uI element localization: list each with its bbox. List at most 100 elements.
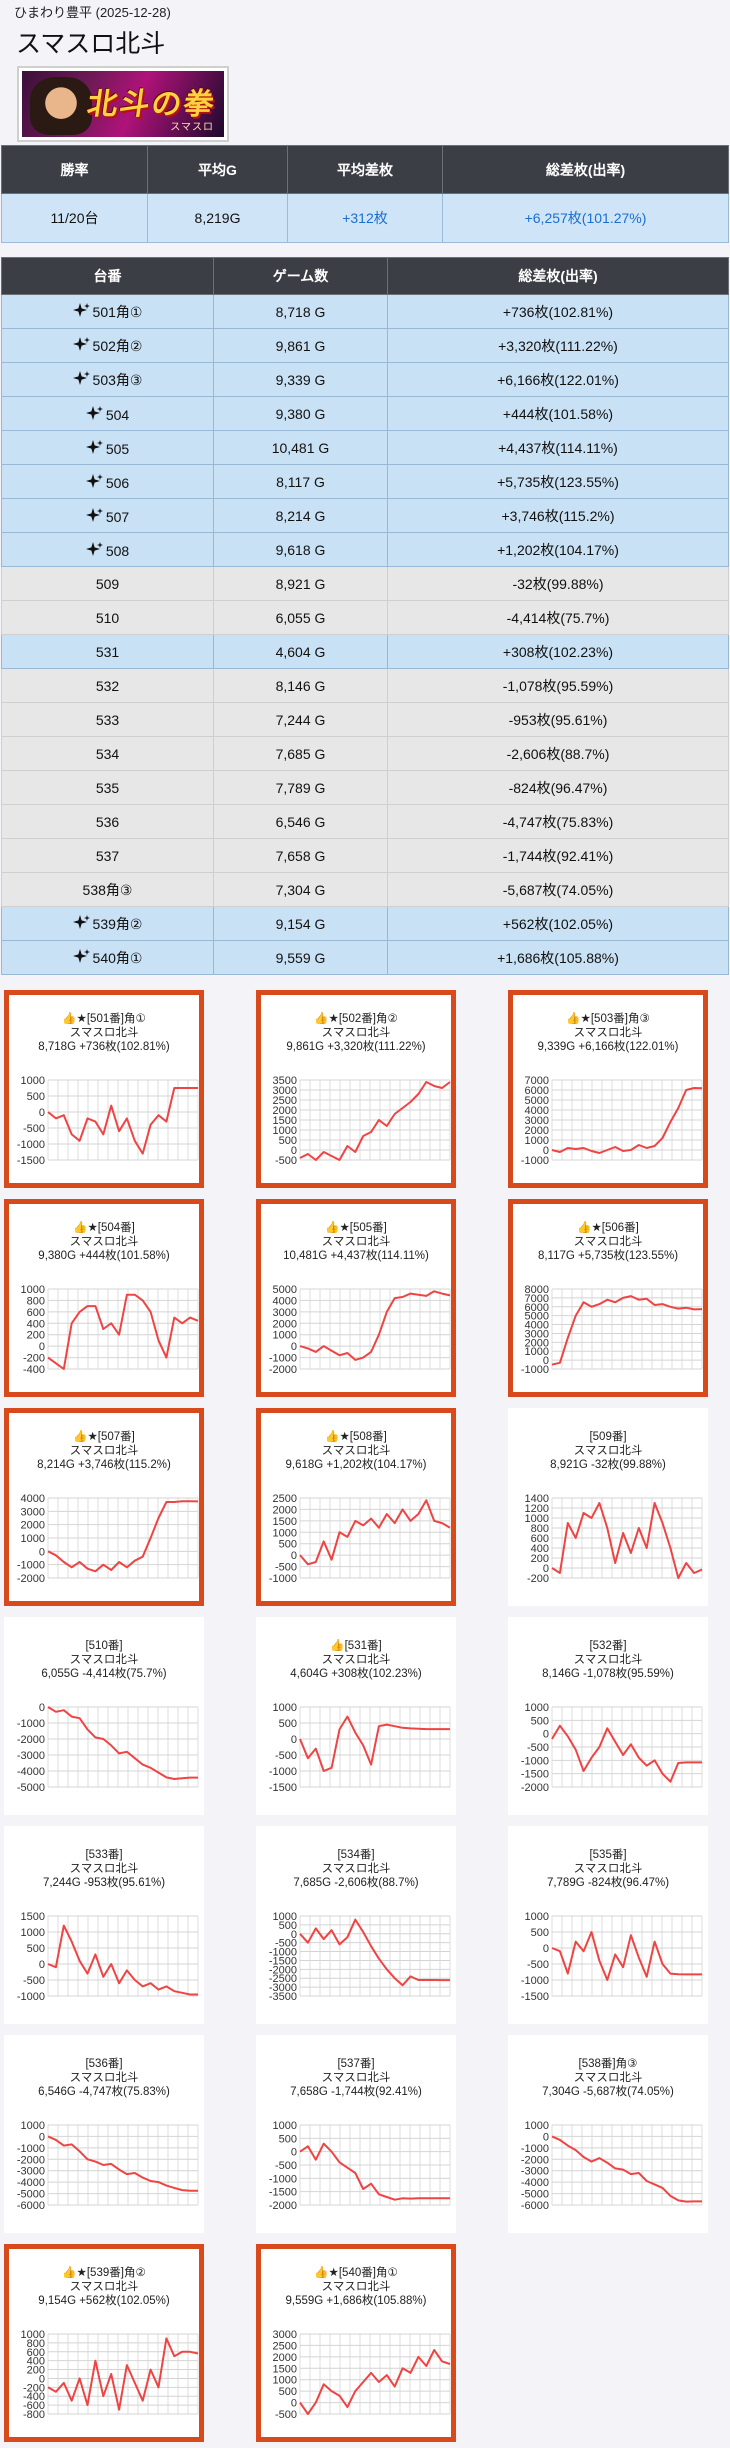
- sparkle-icon: [85, 405, 103, 420]
- unit-row[interactable]: 507 8,214 G +3,746枚(115.2%): [1, 498, 729, 533]
- unit-graph-card[interactable]: [510番] スマスロ北斗 6,055G -4,414枚(75.7%) 0 -1000 -…: [4, 1617, 204, 1815]
- unit-graph-card[interactable]: 👍★[503番]角③ スマスロ北斗 9,339G +6,166枚(122.01%) 7…: [508, 990, 708, 1188]
- unit-graph-card[interactable]: [534番] スマスロ北斗 7,685G -2,606枚(88.7%) 1000 500…: [256, 1826, 456, 2024]
- y-tick-label: -1000: [269, 1353, 297, 1365]
- unit-number-cell[interactable]: 505: [1, 430, 214, 465]
- unit-row[interactable]: 537 7,658 G -1,744枚(92.41%): [1, 838, 729, 873]
- unit-number-cell[interactable]: 539角②: [1, 906, 214, 941]
- graph-caption: [534番] スマスロ北斗 7,685G -2,606枚(88.7%): [256, 1848, 456, 1890]
- y-tick-label: 0: [39, 2131, 45, 2143]
- unit-row[interactable]: 531 4,604 G +308枚(102.23%): [1, 634, 729, 669]
- unit-row[interactable]: 536 6,546 G -4,747枚(75.83%): [1, 804, 729, 839]
- sparkle-icon: [72, 336, 90, 351]
- graph-unit-label: [535番]: [589, 1849, 627, 1861]
- unit-row[interactable]: 506 8,117 G +5,735枚(123.55%): [1, 464, 729, 499]
- unit-row[interactable]: 539角② 9,154 G +562枚(102.05%): [1, 906, 729, 941]
- unit-graph-card[interactable]: 👍★[506番] スマスロ北斗 8,117G +5,735枚(123.55%) 800…: [508, 1199, 708, 1397]
- y-tick-label: -800: [23, 2409, 45, 2420]
- unit-graph-card[interactable]: 👍★[507番] スマスロ北斗 8,214G +3,746枚(115.2%) 4000…: [4, 1408, 204, 1606]
- unit-graph-card[interactable]: 👍★[501番]角① スマスロ北斗 8,718G +736枚(102.81%) 100…: [4, 990, 204, 1188]
- unit-row[interactable]: 501角① 8,718 G +736枚(102.81%): [1, 294, 729, 329]
- unit-row[interactable]: 540角① 9,559 G +1,686枚(105.88%): [1, 940, 729, 975]
- unit-row[interactable]: 502角② 9,861 G +3,320枚(111.22%): [1, 328, 729, 363]
- unit-graph-card[interactable]: [538番]角③ スマスロ北斗 7,304G -5,687枚(74.05%) 1000…: [508, 2035, 708, 2233]
- unit-row[interactable]: 535 7,789 G -824枚(96.47%): [1, 770, 729, 805]
- unit-graph-card[interactable]: 👍★[508番] スマスロ北斗 9,618G +1,202枚(104.17%) 250…: [256, 1408, 456, 1606]
- unit-graph-card[interactable]: 👍★[504番] スマスロ北斗 9,380G +444枚(101.58%) 1000 8…: [4, 1199, 204, 1397]
- series-line: [47, 2135, 198, 2192]
- y-tick-label: 5000: [525, 1311, 549, 1323]
- unit-number-cell[interactable]: 535: [1, 770, 214, 805]
- unit-row[interactable]: 532 8,146 G -1,078枚(95.59%): [1, 668, 729, 703]
- unit-graph-card[interactable]: [536番] スマスロ北斗 6,546G -4,747枚(75.83%) 1000 0-…: [4, 2035, 204, 2233]
- character-face-image: [30, 77, 92, 135]
- graph-machine-name: スマスロ北斗: [573, 1445, 643, 1457]
- unit-number: 533: [95, 711, 120, 728]
- unit-row[interactable]: 503角③ 9,339 G +6,166枚(122.01%): [1, 362, 729, 397]
- unit-games: 6,055 G: [213, 600, 388, 635]
- unit-number-cell[interactable]: 509: [1, 566, 214, 601]
- unit-number-cell[interactable]: 504: [1, 396, 214, 431]
- unit-number-cell[interactable]: 501角①: [1, 294, 214, 329]
- unit-number-cell[interactable]: 532: [1, 668, 214, 703]
- y-tick-label: 0: [543, 1145, 549, 1157]
- unit-number-cell[interactable]: 531: [1, 634, 214, 669]
- y-tick-label: 0: [543, 1563, 549, 1575]
- unit-graph: 1000 500 0 -500 -1000 -1500: [17, 1076, 199, 1166]
- y-tick-label: 2000: [21, 1520, 45, 1532]
- unit-row[interactable]: 538角③ 7,304 G -5,687枚(74.05%): [1, 872, 729, 907]
- graph-stats: 9,339G +6,166枚(122.01%): [537, 1041, 679, 1053]
- graph-stats: 9,154G +562枚(102.05%): [38, 2295, 170, 2307]
- unit-graph-card[interactable]: 👍★[502番]角② スマスロ北斗 9,861G +3,320枚(111.22%) 3…: [256, 990, 456, 1188]
- unit-number-cell[interactable]: 502角②: [1, 328, 214, 363]
- unit-graph-card[interactable]: 👍★[539番]角② スマスロ北斗 9,154G +562枚(102.05%) 100…: [4, 2244, 204, 2442]
- y-tick-label: 5000: [273, 1285, 297, 1296]
- unit-number-cell[interactable]: 540角①: [1, 940, 214, 975]
- unit-graph-card[interactable]: [532番] スマスロ北斗 8,146G -1,078枚(95.59%) 1000 50…: [508, 1617, 708, 1815]
- unit-graph-card[interactable]: 👍★[540番]角① スマスロ北斗 9,559G +1,686枚(105.88%) 3…: [256, 2244, 456, 2442]
- unit-result: +6,166枚(122.01%): [387, 362, 729, 397]
- unit-number-cell[interactable]: 536: [1, 804, 214, 839]
- unit-row[interactable]: 534 7,685 G -2,606枚(88.7%): [1, 736, 729, 771]
- machine-banner-image[interactable]: 北斗の拳 スマスロ: [17, 66, 229, 142]
- unit-row[interactable]: 508 9,618 G +1,202枚(104.17%): [1, 532, 729, 567]
- unit-number-cell[interactable]: 510: [1, 600, 214, 635]
- units-header-unit: 台番: [1, 257, 214, 295]
- unit-games: 7,685 G: [213, 736, 388, 771]
- y-tick-label: 1500: [273, 1516, 297, 1528]
- unit-graph-card[interactable]: [537番] スマスロ北斗 7,658G -1,744枚(92.41%) 1000 50…: [256, 2035, 456, 2233]
- y-tick-label: -500: [275, 1750, 297, 1762]
- unit-number-cell[interactable]: 533: [1, 702, 214, 737]
- unit-graph-card[interactable]: 👍★[505番] スマスロ北斗 10,481G +4,437枚(114.11%) 50…: [256, 1199, 456, 1397]
- graph-machine-name: スマスロ北斗: [69, 2281, 139, 2293]
- graph-caption: 👍★[502番]角② スマスロ北斗 9,861G +3,320枚(111.22%): [261, 1012, 451, 1054]
- unit-number-cell[interactable]: 508: [1, 532, 214, 567]
- unit-number-cell[interactable]: 507: [1, 498, 214, 533]
- y-tick-label: 0: [291, 1145, 297, 1157]
- graph-caption: [538番]角③ スマスロ北斗 7,304G -5,687枚(74.05%): [508, 2057, 708, 2099]
- unit-row[interactable]: 509 8,921 G -32枚(99.88%): [1, 566, 729, 601]
- unit-graph-card[interactable]: [509番] スマスロ北斗 8,921G -32枚(99.88%) 1400 1200 1…: [508, 1408, 708, 1606]
- unit-row[interactable]: 505 10,481 G +4,437枚(114.11%): [1, 430, 729, 465]
- unit-games: 9,380 G: [213, 396, 388, 431]
- unit-number-cell[interactable]: 503角③: [1, 362, 214, 397]
- unit-number-cell[interactable]: 506: [1, 464, 214, 499]
- unit-row[interactable]: 510 6,055 G -4,414枚(75.7%): [1, 600, 729, 635]
- unit-row[interactable]: 533 7,244 G -953枚(95.61%): [1, 702, 729, 737]
- unit-number-cell[interactable]: 538角③: [1, 872, 214, 907]
- y-tick-label: 2000: [525, 1125, 549, 1137]
- unit-graph-card[interactable]: [535番] スマスロ北斗 7,789G -824枚(96.47%) 1000 500 0…: [508, 1826, 708, 2024]
- unit-result: +736枚(102.81%): [387, 294, 729, 329]
- y-tick-label: 0: [291, 1341, 297, 1353]
- graph-caption: [537番] スマスロ北斗 7,658G -1,744枚(92.41%): [256, 2057, 456, 2099]
- unit-number-cell[interactable]: 537: [1, 838, 214, 873]
- unit-graph-card[interactable]: [533番] スマスロ北斗 7,244G -953枚(95.61%) 1500 1000…: [4, 1826, 204, 2024]
- unit-result: +3,746枚(115.2%): [387, 498, 729, 533]
- unit-graph-card[interactable]: 👍[531番] スマスロ北斗 4,604G +308枚(102.23%) 1000 50…: [256, 1617, 456, 1815]
- unit-row[interactable]: 504 9,380 G +444枚(101.58%): [1, 396, 729, 431]
- y-tick-label: 2000: [273, 1318, 297, 1330]
- graph-stats: 8,214G +3,746枚(115.2%): [37, 1459, 171, 1471]
- unit-number-cell[interactable]: 534: [1, 736, 214, 771]
